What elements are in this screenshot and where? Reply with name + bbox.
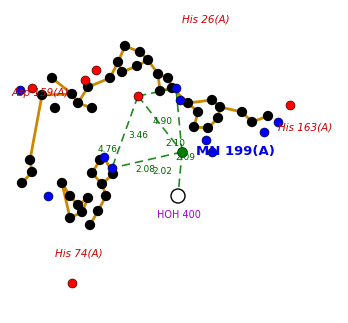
Text: His 26(A): His 26(A) xyxy=(182,14,230,24)
Point xyxy=(239,109,245,115)
Point xyxy=(75,203,81,208)
Point xyxy=(179,150,185,155)
Point xyxy=(95,208,101,214)
Point xyxy=(215,115,221,120)
Point xyxy=(287,102,293,108)
Point xyxy=(85,84,91,89)
Point xyxy=(203,137,209,142)
Point xyxy=(79,209,85,214)
Circle shape xyxy=(171,189,185,203)
Point xyxy=(209,98,215,103)
Point xyxy=(52,105,58,110)
Point xyxy=(99,182,105,187)
Point xyxy=(49,75,55,80)
Point xyxy=(217,104,223,109)
Point xyxy=(145,57,151,63)
Point xyxy=(87,223,93,228)
Point xyxy=(89,171,95,176)
Point xyxy=(103,193,109,199)
Point xyxy=(122,43,128,48)
Point xyxy=(107,75,113,80)
Point xyxy=(155,71,161,77)
Point xyxy=(29,170,35,175)
Point xyxy=(185,100,191,106)
Point xyxy=(261,130,267,135)
Point xyxy=(275,120,281,125)
Point xyxy=(265,113,271,119)
Point xyxy=(137,49,143,55)
Point xyxy=(134,63,140,68)
Point xyxy=(173,85,179,90)
Point xyxy=(69,280,75,286)
Point xyxy=(109,165,115,171)
Point xyxy=(82,78,88,83)
Text: His 163(A): His 163(A) xyxy=(278,122,332,132)
Point xyxy=(157,89,163,94)
Point xyxy=(69,91,75,97)
Point xyxy=(59,181,65,186)
Text: 3.46: 3.46 xyxy=(128,130,148,140)
Text: 4.90: 4.90 xyxy=(153,118,173,127)
Point xyxy=(75,100,81,106)
Text: 2.02: 2.02 xyxy=(152,168,172,176)
Point xyxy=(67,215,73,221)
Point xyxy=(135,93,141,99)
Text: MN 199(A): MN 199(A) xyxy=(196,145,275,158)
Text: 4.76: 4.76 xyxy=(98,145,118,154)
Point xyxy=(19,181,25,186)
Point xyxy=(177,98,183,103)
Point xyxy=(17,88,23,93)
Point xyxy=(195,109,201,115)
Point xyxy=(115,59,121,65)
Text: His 74(A): His 74(A) xyxy=(55,248,103,258)
Text: HOH 400: HOH 400 xyxy=(157,210,201,220)
Text: 2.09: 2.09 xyxy=(175,152,195,162)
Point xyxy=(39,92,45,98)
Point xyxy=(85,195,91,201)
Point xyxy=(209,150,215,155)
Point xyxy=(45,193,51,199)
Point xyxy=(169,85,175,90)
Point xyxy=(119,69,125,75)
Point xyxy=(110,172,116,177)
Point xyxy=(165,75,171,80)
Point xyxy=(93,68,99,73)
Text: 2.10: 2.10 xyxy=(165,139,185,148)
Point xyxy=(101,154,107,160)
Point xyxy=(29,85,35,90)
Point xyxy=(89,105,95,110)
Point xyxy=(249,120,255,125)
Point xyxy=(27,157,33,162)
Point xyxy=(191,124,197,130)
Point xyxy=(205,125,211,130)
Text: Asp 159(A): Asp 159(A) xyxy=(12,88,69,98)
Point xyxy=(67,193,73,199)
Point xyxy=(97,157,103,162)
Text: 2.08: 2.08 xyxy=(135,165,155,174)
